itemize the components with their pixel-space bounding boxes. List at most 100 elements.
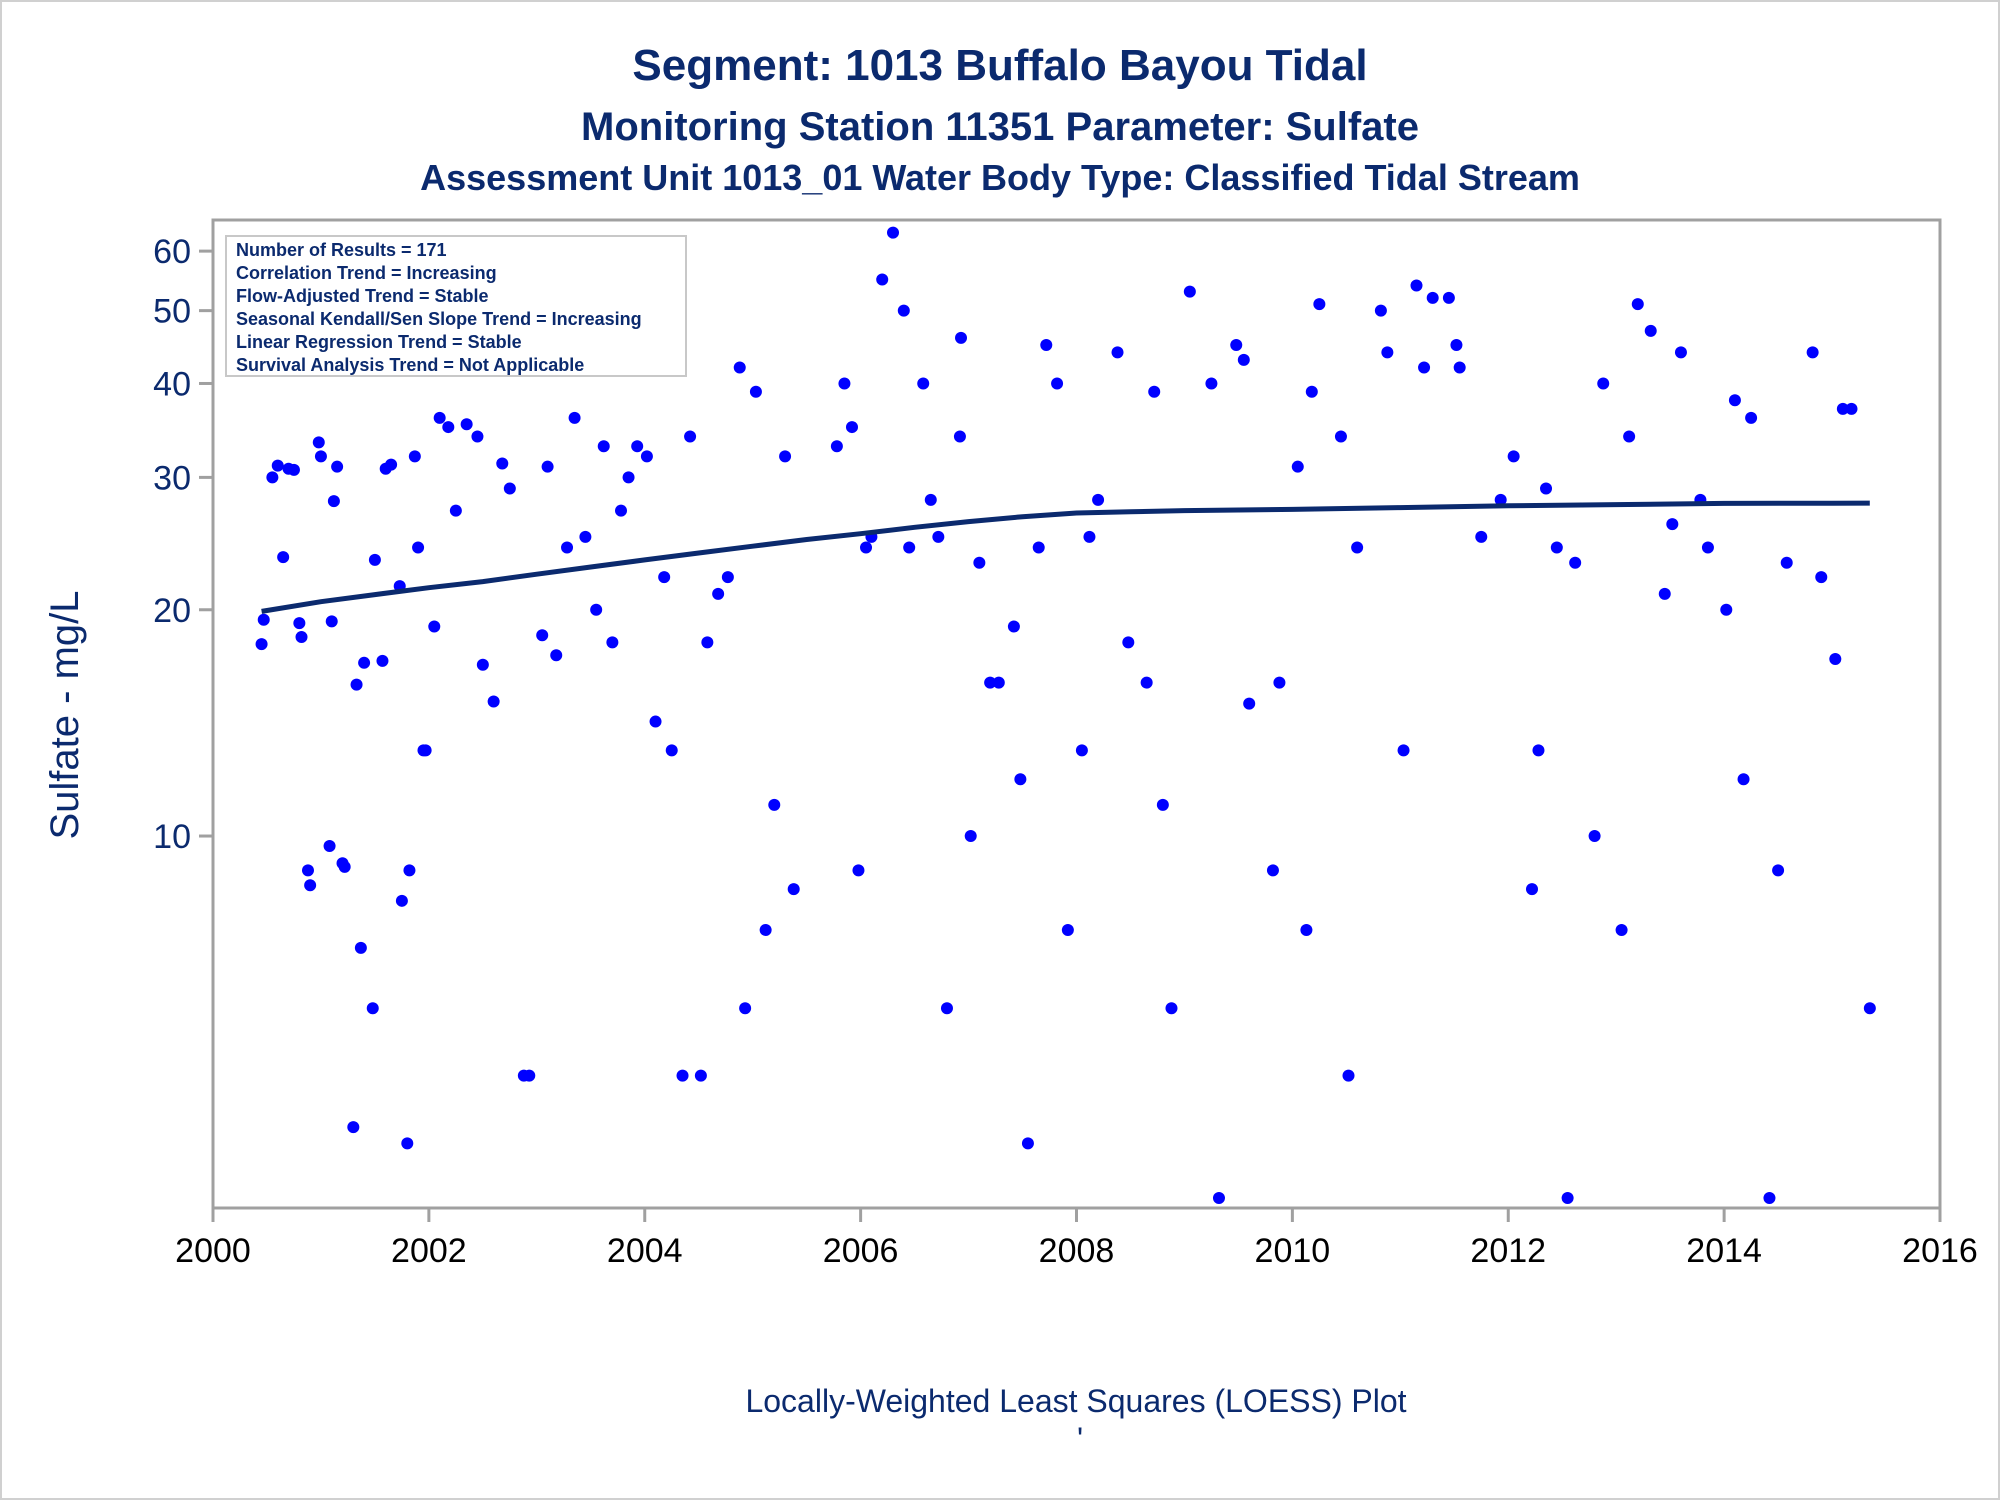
data-point <box>658 571 671 584</box>
data-point <box>1701 541 1714 554</box>
y-tick-label: 40 <box>153 365 191 403</box>
data-point <box>1494 493 1507 506</box>
y-axis: 10 20 30 40 50 60 <box>153 233 213 856</box>
data-point <box>694 1069 707 1082</box>
data-point <box>1237 353 1250 366</box>
data-point <box>845 421 858 434</box>
info-correlation-trend: Correlation Trend = Increasing <box>236 263 497 283</box>
data-point <box>876 273 889 286</box>
data-point <box>860 541 873 554</box>
x-tick-label: 2000 <box>175 1232 251 1270</box>
data-point <box>1540 482 1553 495</box>
y-tick-label: 30 <box>153 459 191 497</box>
data-point <box>1021 1137 1034 1150</box>
data-point <box>1829 652 1842 665</box>
data-point <box>1737 773 1750 786</box>
data-point <box>940 1002 953 1015</box>
data-point <box>358 656 371 669</box>
data-point <box>1666 518 1679 531</box>
data-point <box>1745 411 1758 424</box>
data-point <box>739 1002 752 1015</box>
data-point <box>257 613 270 626</box>
loess-line <box>261 500 1870 614</box>
data-point <box>1156 798 1169 811</box>
y-tick-label: 20 <box>153 592 191 630</box>
x-tick-label: 2014 <box>1686 1232 1762 1270</box>
data-point <box>579 530 592 543</box>
data-point <box>401 1137 414 1150</box>
data-point <box>1410 279 1423 292</box>
data-point <box>523 1069 536 1082</box>
data-point <box>830 440 843 453</box>
data-point <box>701 636 714 649</box>
data-point <box>721 571 734 584</box>
data-point <box>1083 530 1096 543</box>
data-point <box>622 471 635 484</box>
data-point <box>1243 697 1256 710</box>
data-point <box>1418 361 1431 374</box>
data-point <box>953 430 966 443</box>
data-point <box>561 541 574 554</box>
data-point <box>1780 556 1793 569</box>
data-point <box>1148 385 1161 398</box>
data-point <box>293 617 306 630</box>
y-tick-label: 10 <box>153 818 191 856</box>
data-point <box>665 744 678 757</box>
data-point <box>476 658 489 671</box>
data-point <box>1381 346 1394 359</box>
chart-subtitle-2: Assessment Unit 1013_01 Water Body Type:… <box>420 157 1580 198</box>
data-point <box>606 636 619 649</box>
data-point <box>385 458 398 471</box>
data-point <box>327 495 340 508</box>
data-point <box>496 457 509 470</box>
data-point <box>277 551 290 564</box>
chart-title: Segment: 1013 Buffalo Bayou Tidal <box>632 41 1367 90</box>
data-point <box>1658 587 1671 600</box>
data-point <box>338 860 351 873</box>
data-point <box>1291 460 1304 473</box>
data-point <box>1550 541 1563 554</box>
data-point <box>314 450 327 463</box>
data-point <box>1212 1191 1225 1204</box>
data-point <box>1230 339 1243 352</box>
data-point <box>768 798 781 811</box>
data-point <box>1631 298 1644 311</box>
data-point <box>1351 541 1364 554</box>
data-point <box>1032 541 1045 554</box>
data-point <box>1615 923 1628 936</box>
x-tick-label: 2012 <box>1470 1232 1546 1270</box>
data-point <box>1561 1191 1574 1204</box>
x-tick-label: 2008 <box>1039 1232 1115 1270</box>
data-point <box>395 894 408 907</box>
info-linear-regression-trend: Linear Regression Trend = Stable <box>236 332 522 352</box>
data-point <box>347 1121 360 1134</box>
data-point <box>1453 361 1466 374</box>
data-point <box>1334 430 1347 443</box>
data-point <box>366 1002 379 1015</box>
data-point <box>1588 830 1601 843</box>
data-point <box>1623 430 1636 443</box>
data-point <box>1040 339 1053 352</box>
data-point <box>1836 402 1849 415</box>
data-point <box>1475 530 1488 543</box>
data-point <box>350 678 363 691</box>
data-point <box>449 504 462 517</box>
data-point <box>1374 304 1387 317</box>
info-box: Number of Results = 171 Correlation Tren… <box>225 235 687 377</box>
data-point <box>304 879 317 892</box>
data-point <box>1111 346 1124 359</box>
data-point <box>649 715 662 728</box>
data-point <box>1051 377 1064 390</box>
data-point <box>1569 556 1582 569</box>
data-point <box>266 471 279 484</box>
data-point <box>471 430 484 443</box>
data-point <box>312 436 325 449</box>
data-point <box>779 450 792 463</box>
data-point <box>676 1069 689 1082</box>
data-point <box>733 361 746 374</box>
x-tick-label: 2006 <box>823 1232 899 1270</box>
data-point <box>787 883 800 896</box>
data-point <box>1313 298 1326 311</box>
data-point <box>631 440 644 453</box>
data-point <box>917 377 930 390</box>
